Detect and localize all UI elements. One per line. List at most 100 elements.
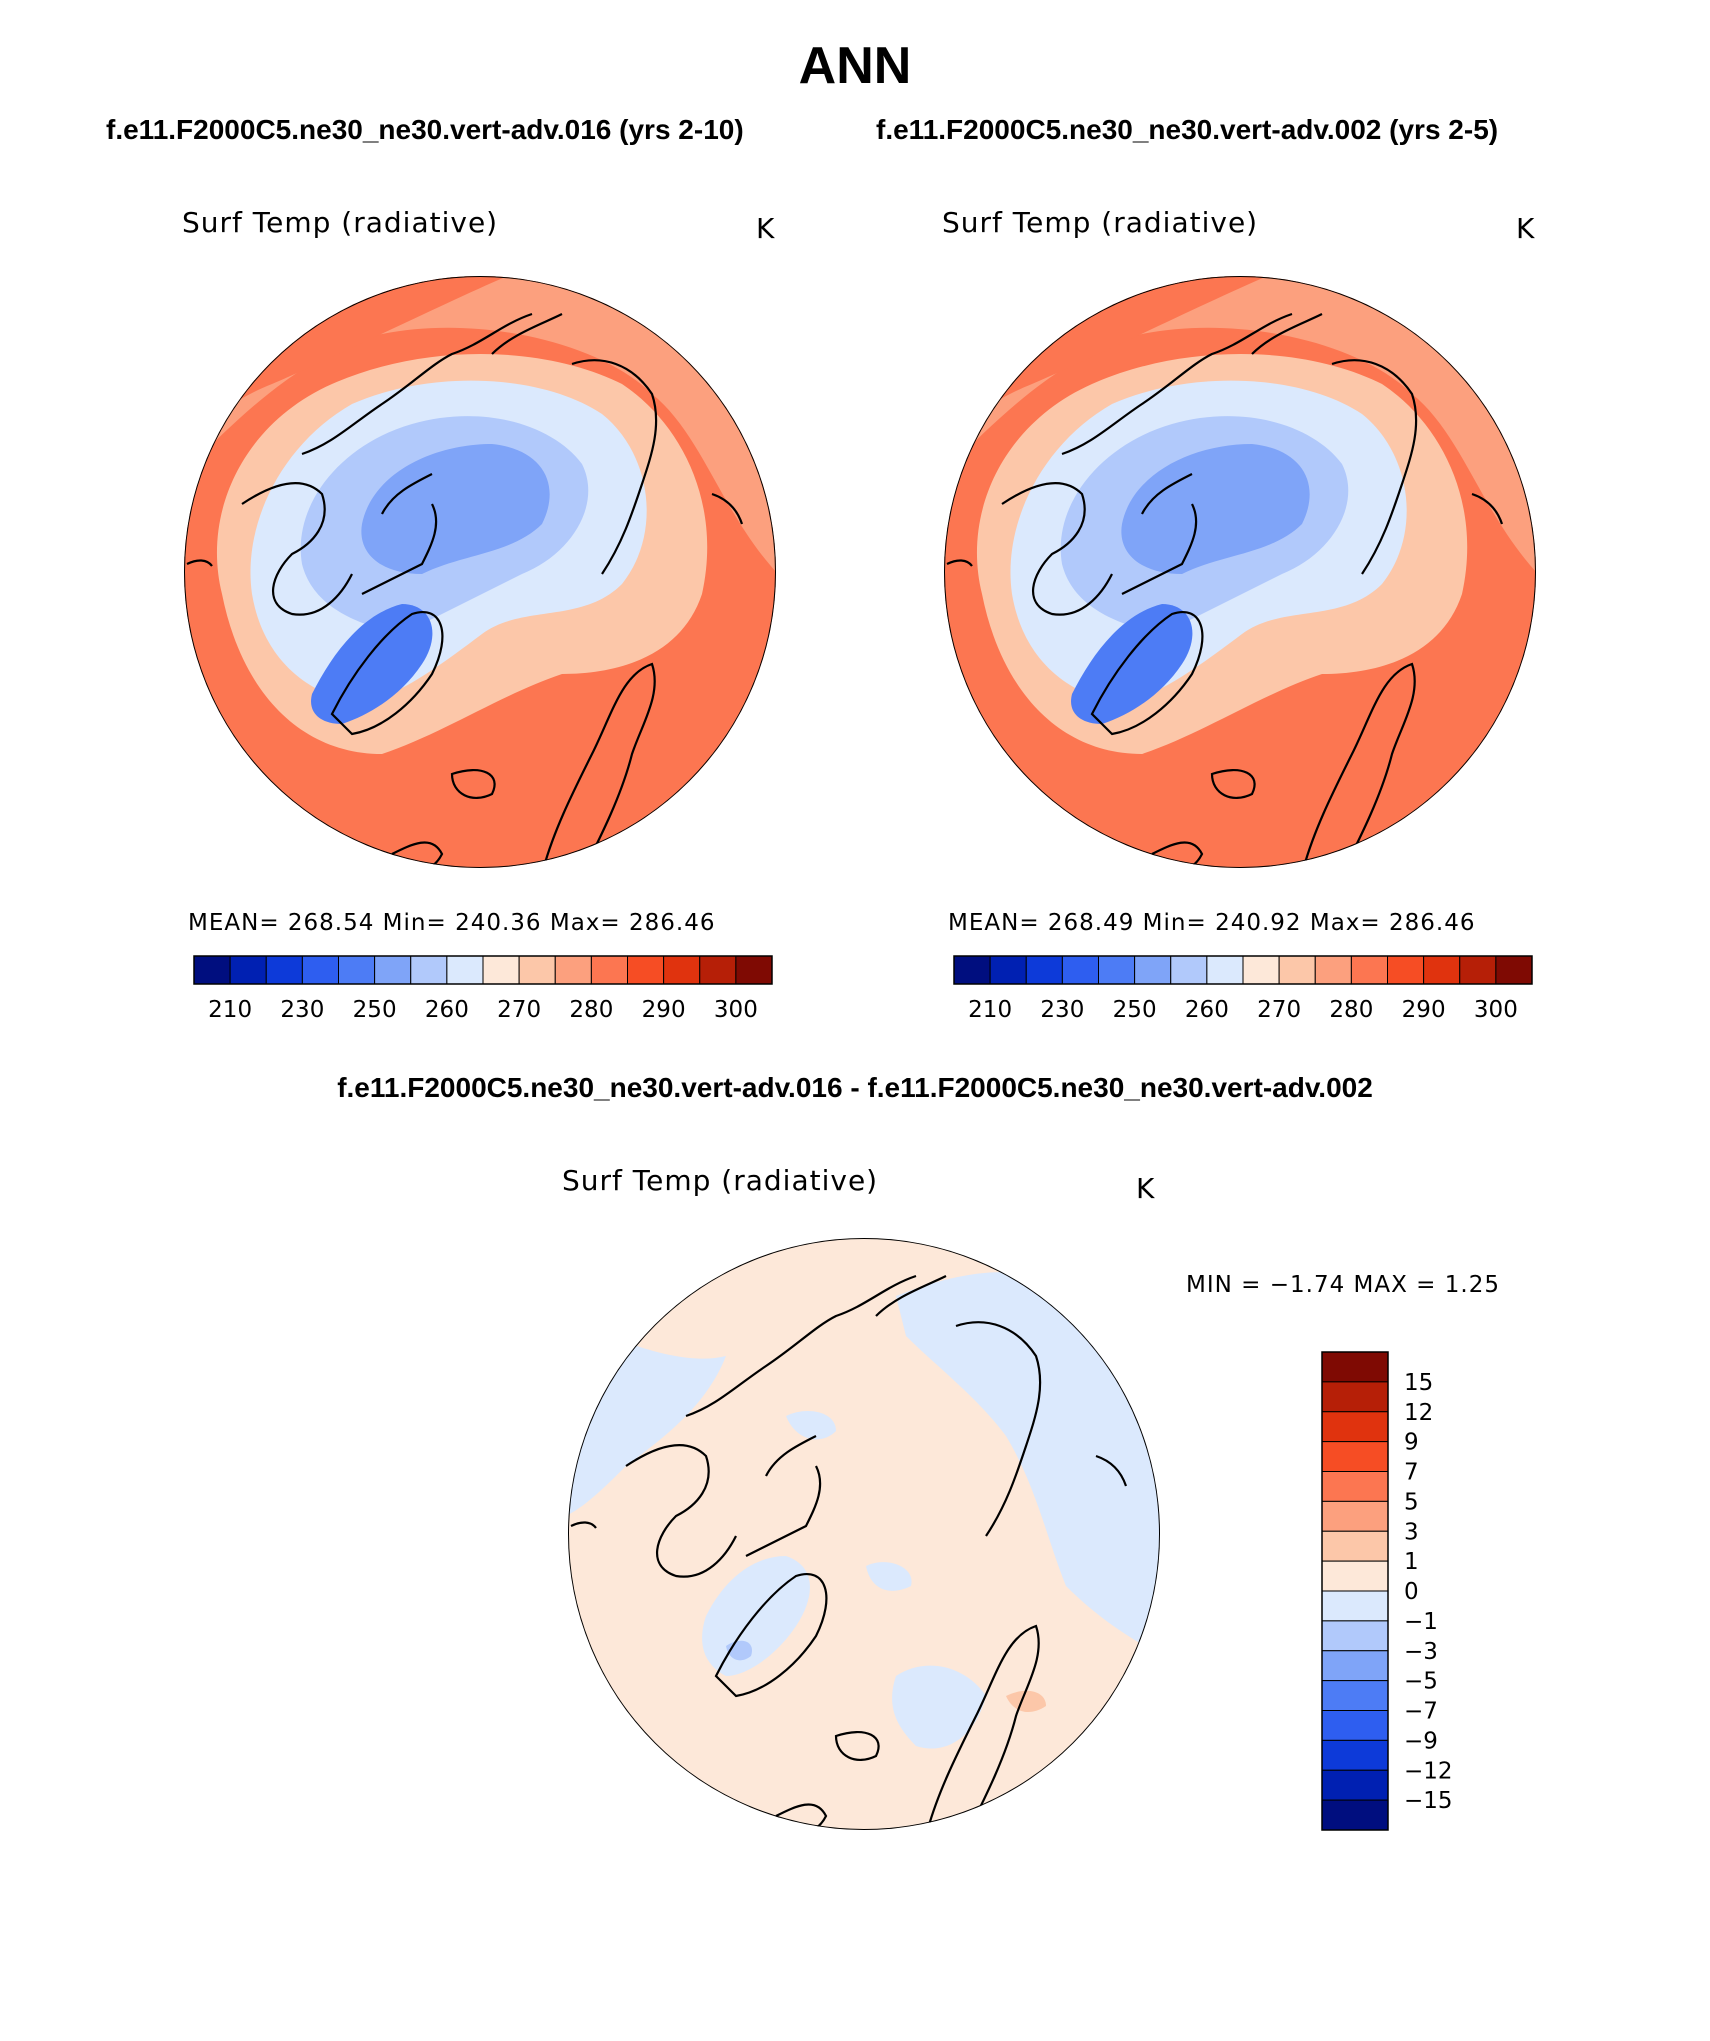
- diff-title: f.e11.F2000C5.ne30_ne30.vert-adv.016 - f…: [337, 1072, 1373, 1103]
- polar-map-left: [184, 276, 776, 868]
- strong-negative-spot: [568, 1356, 588, 1408]
- colorbar-swatch: [1314, 955, 1352, 985]
- colorbar-frame: [193, 955, 773, 985]
- colorbar-tick-label: −1: [1404, 1609, 1438, 1635]
- colorbar-tick-label: 290: [642, 997, 686, 1023]
- colorbar-tick-label: 290: [1402, 997, 1446, 1023]
- colorbar-swatch: [1321, 1710, 1389, 1741]
- panel2-variable-label: Surf Temp (radiative): [942, 206, 1259, 239]
- panel3-units-label: K: [1136, 1172, 1156, 1205]
- colorbar-swatch: [374, 955, 412, 985]
- panel3-minmax: MIN = −1.74 MAX = 1.25: [1186, 1272, 1500, 1298]
- colorbar-swatch: [1321, 1769, 1389, 1801]
- colorbar-swatch: [482, 955, 520, 985]
- colorbar-swatch: [1321, 1680, 1389, 1711]
- polar-map-difference: [568, 1238, 1160, 1830]
- colorbar-tick-label: 280: [569, 997, 613, 1023]
- right-run-title: f.e11.F2000C5.ne30_ne30.vert-adv.002 (yr…: [876, 114, 1499, 145]
- colorbar-tick-label: 5: [1404, 1489, 1419, 1515]
- colorbar-swatch: [1321, 1650, 1389, 1682]
- colorbar-tick-label: 300: [714, 997, 758, 1023]
- colorbar-tick-label: 12: [1404, 1400, 1433, 1426]
- colorbar-tick-label: −3: [1404, 1639, 1438, 1665]
- colorbar-tick-label: 9: [1404, 1430, 1419, 1456]
- colorbar-swatch: [1321, 1411, 1389, 1443]
- coastlines: [946, 312, 1504, 868]
- positive-spot-atlantic: [1006, 1690, 1046, 1712]
- colorbar-swatch: [1423, 955, 1461, 985]
- colorbar-tick-label: −5: [1404, 1669, 1438, 1695]
- colorbar-tick-label: 260: [1185, 997, 1229, 1023]
- colorbar-tick-label: 7: [1404, 1460, 1419, 1486]
- colorbar-swatch: [1278, 955, 1316, 985]
- colorbar-swatch: [1321, 1351, 1389, 1383]
- colorbar-swatch: [1495, 955, 1533, 985]
- colorbar-swatch: [1206, 955, 1244, 985]
- colorbar-tick-label: −7: [1404, 1699, 1438, 1725]
- colorbar-swatch: [1321, 1530, 1389, 1562]
- colorbar-tick-label: 15: [1404, 1370, 1433, 1396]
- coastlines: [186, 312, 744, 868]
- colorbar-tick-label: 1: [1404, 1549, 1419, 1575]
- colorbar-tick-label: 250: [353, 997, 397, 1023]
- colorbar-tick-label: 210: [208, 997, 252, 1023]
- colorbar-frame: [1321, 1351, 1389, 1831]
- colorbar-swatch: [1387, 955, 1425, 985]
- colorbar-swatch: [1321, 1590, 1389, 1622]
- colorbar-swatch: [989, 955, 1027, 985]
- negative-difference-arctic: [786, 1411, 836, 1440]
- colorbar-swatch: [1321, 1620, 1389, 1652]
- colorbar-tick-label: −12: [1404, 1758, 1453, 1784]
- colorbar-swatch: [1459, 955, 1497, 985]
- colorbar-tick-label: −15: [1404, 1788, 1453, 1814]
- panel1-stats: MEAN= 268.54 Min= 240.36 Max= 286.46: [188, 910, 716, 936]
- colorbar-swatch: [1321, 1500, 1389, 1532]
- colorbar-swatch: [1350, 955, 1388, 985]
- colorbar-swatch: [590, 955, 628, 985]
- colorbar-swatch: [338, 955, 376, 985]
- coastlines: [570, 1274, 1128, 1830]
- panel2-stats: MEAN= 268.49 Min= 240.92 Max= 286.46: [948, 910, 1476, 936]
- colorbar-swatch: [1321, 1381, 1389, 1413]
- colorbar-swatch: [627, 955, 665, 985]
- colorbar-tick-label: 210: [968, 997, 1012, 1023]
- colorbar-swatch: [301, 955, 339, 985]
- greenland-cold-region: [1071, 604, 1193, 724]
- negative-difference-scandinavia: [892, 1665, 986, 1749]
- colorbar-left: 210 230 250 260 270 280 290 300: [193, 955, 773, 1023]
- colorbar-tick-label: 300: [1474, 997, 1518, 1023]
- panel1-units-label: K: [756, 212, 776, 245]
- colorbar-swatch: [699, 955, 737, 985]
- colorbar-tick-label: 3: [1404, 1519, 1419, 1545]
- colorbar-swatch: [1321, 1739, 1389, 1771]
- colorbar-swatch: [1098, 955, 1136, 985]
- colorbar-swatch: [663, 955, 701, 985]
- colorbar-swatch: [1134, 955, 1172, 985]
- negative-difference-east: [896, 1272, 1160, 1656]
- colorbar-swatch: [1321, 1441, 1389, 1472]
- colorbar-frame: [953, 955, 1533, 985]
- colorbar-tick-label: 250: [1113, 997, 1157, 1023]
- panel2-units-label: K: [1516, 212, 1536, 245]
- colorbar-difference: 15 12 9 7 5 3 1 0 −1 −3 −5 −7 −9 −12 −15: [1321, 1351, 1453, 1831]
- colorbar-swatch: [229, 955, 267, 985]
- colorbar-right: 210 230 250 260 270 280 290 300: [953, 955, 1533, 1023]
- colorbar-tick-label: 280: [1329, 997, 1373, 1023]
- negative-difference-spot: [866, 1562, 912, 1591]
- colorbar-swatch: [1025, 955, 1063, 985]
- figure-title: ANN: [798, 37, 912, 95]
- colorbar-tick-label: 270: [1257, 997, 1301, 1023]
- colorbar-swatch: [1321, 1471, 1389, 1502]
- colorbar-swatch: [1170, 955, 1208, 985]
- colorbar-tick-label: 230: [1040, 997, 1084, 1023]
- greenland-cold-region: [311, 604, 433, 724]
- colorbar-swatch: [1242, 955, 1280, 985]
- colorbar-swatch: [1061, 955, 1099, 985]
- colorbar-swatch: [953, 955, 991, 985]
- colorbar-swatch: [518, 955, 556, 985]
- panel3-variable-label: Surf Temp (radiative): [562, 1164, 879, 1197]
- colorbar-swatch: [1321, 1560, 1389, 1592]
- colorbar-swatch: [735, 955, 773, 985]
- arctic-ocean-cold-core: [1121, 444, 1310, 574]
- colorbar-swatch: [446, 955, 484, 985]
